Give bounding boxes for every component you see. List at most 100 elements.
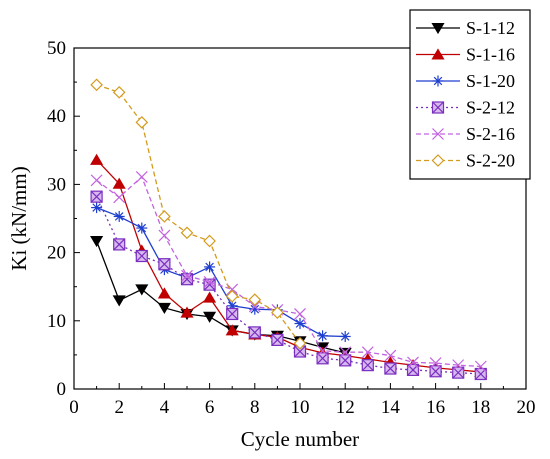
data-point <box>317 330 329 342</box>
legend-marker <box>431 48 445 60</box>
data-point <box>158 210 171 223</box>
y-tick-label: 0 <box>57 379 67 400</box>
x-axis-title: Cycle number <box>241 427 359 451</box>
data-point <box>90 78 103 92</box>
data-point <box>203 276 216 288</box>
y-tick-label: 50 <box>47 38 66 59</box>
data-point <box>248 293 262 307</box>
data-point <box>316 344 329 357</box>
legend-item: S-2-16 <box>416 124 515 144</box>
legend-marker <box>431 101 445 114</box>
x-tick-label: 2 <box>114 397 124 418</box>
data-point <box>384 362 397 375</box>
data-point <box>181 269 193 282</box>
data-point <box>474 360 487 373</box>
data-point <box>271 306 284 319</box>
data-point <box>271 333 284 346</box>
series-line <box>96 84 301 344</box>
data-point <box>180 226 194 240</box>
x-tick-label: 12 <box>336 397 355 418</box>
series-S-2-20 <box>90 78 307 350</box>
data-point <box>203 234 216 248</box>
data-point <box>429 365 442 378</box>
data-point <box>157 287 171 299</box>
x-tick-label: 16 <box>426 397 445 418</box>
data-point <box>157 302 171 314</box>
data-point <box>135 284 149 296</box>
series-S-2-16 <box>90 170 487 373</box>
data-point <box>90 153 104 165</box>
legend-item: S-2-20 <box>416 151 515 171</box>
data-point <box>113 210 125 222</box>
data-point <box>339 330 351 342</box>
x-tick-label: 4 <box>160 397 170 418</box>
x-tick-label: 0 <box>69 397 79 418</box>
x-tick-label: 14 <box>381 397 401 418</box>
data-point <box>158 258 171 271</box>
x-tick-label: 8 <box>250 397 260 418</box>
legend: S-1-12 S-1-16 S-1-20 S-2-12 S-2-16 S-2-20 <box>409 9 531 180</box>
series-line <box>96 175 481 368</box>
series-line <box>96 159 481 373</box>
x-tick-label: 6 <box>205 397 215 418</box>
y-tick-label: 10 <box>47 311 66 332</box>
data-point <box>204 261 216 273</box>
data-point <box>180 273 194 286</box>
data-point <box>158 229 171 242</box>
series-S-1-12 <box>90 236 352 359</box>
legend-item: S-1-20 <box>416 71 515 91</box>
data-point <box>339 354 352 367</box>
y-tick-label: 30 <box>47 174 66 195</box>
data-point <box>112 177 126 189</box>
data-point <box>294 318 306 330</box>
data-point <box>112 85 126 99</box>
data-point <box>248 300 261 313</box>
data-point <box>248 326 261 339</box>
legend-label: S-2-20 <box>466 151 515 171</box>
data-point <box>135 249 148 263</box>
data-point <box>90 174 103 187</box>
legend-marker <box>431 23 445 35</box>
data-point <box>361 346 374 359</box>
x-tick-label: 10 <box>291 397 310 418</box>
legend-box <box>409 9 531 180</box>
data-point <box>203 291 217 303</box>
data-series <box>90 78 488 381</box>
x-tick-label: 20 <box>517 397 536 418</box>
x-tick-label: 18 <box>471 397 490 418</box>
data-point <box>135 115 149 129</box>
legend-item: S-1-12 <box>416 18 515 38</box>
legend-marker <box>431 154 445 167</box>
data-point <box>203 311 217 323</box>
legend-label: S-1-16 <box>466 45 515 65</box>
legend-marker <box>432 75 444 87</box>
legend-label: S-2-12 <box>466 98 515 118</box>
y-tick-label: 40 <box>47 106 66 127</box>
data-point <box>225 324 239 336</box>
data-point <box>113 191 126 204</box>
legend-label: S-2-16 <box>466 124 515 144</box>
data-point <box>90 236 104 248</box>
y-tick-label: 20 <box>47 243 66 264</box>
data-point <box>361 359 374 372</box>
data-point <box>112 295 126 307</box>
data-point <box>136 222 148 234</box>
data-point <box>226 307 239 321</box>
data-point <box>180 306 194 318</box>
axes: 0 2 4 6 8 10 12 14 16 18 20 0 10 20 30 40 50 <box>47 38 536 418</box>
data-point <box>452 359 465 372</box>
y-axis-title: Ki (kN/mm) <box>7 166 31 270</box>
series-line <box>95 240 346 354</box>
data-point <box>91 202 103 214</box>
legend-label: S-1-20 <box>466 71 515 91</box>
series-S-1-16 <box>90 153 488 377</box>
data-point <box>294 308 306 320</box>
series-line <box>96 196 481 375</box>
data-point <box>384 349 397 362</box>
legend-item: S-2-12 <box>416 98 515 118</box>
data-point <box>225 289 239 303</box>
data-point <box>407 356 419 369</box>
data-point <box>293 336 307 350</box>
data-point <box>113 238 126 251</box>
